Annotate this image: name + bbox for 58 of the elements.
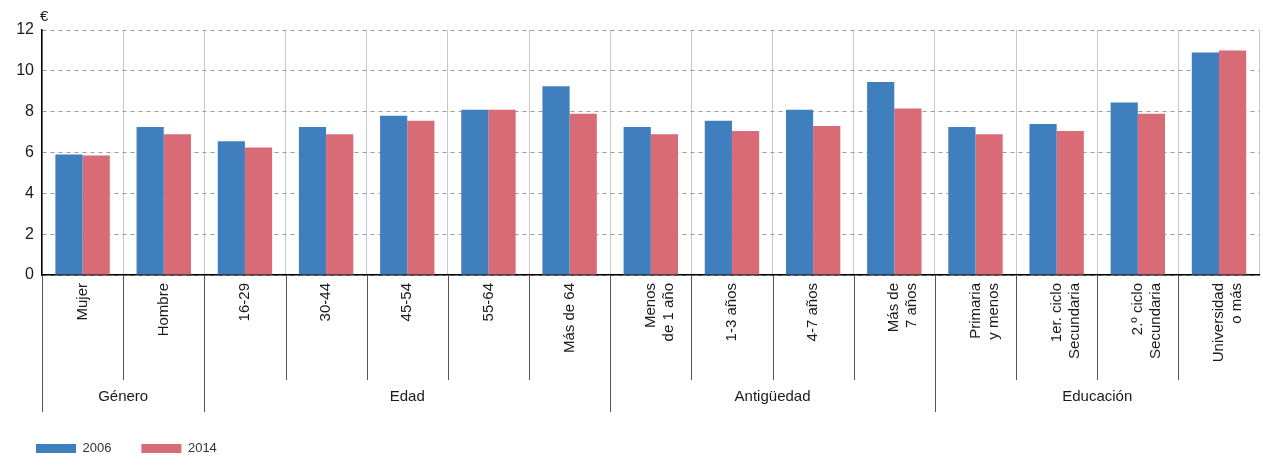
x-tick-label: 16-29 (235, 283, 253, 322)
legend-label: 2006 (82, 440, 112, 456)
x-tick-label: Hombre (153, 283, 171, 337)
bar (55, 154, 83, 275)
x-tick-label: Menos de 1 año (640, 283, 676, 342)
bar (1029, 123, 1057, 275)
bar (704, 120, 732, 275)
bar (1219, 50, 1247, 275)
text: Edad (389, 387, 425, 405)
bar (1137, 113, 1166, 275)
bar (813, 125, 841, 275)
bar (461, 109, 489, 275)
x-tick-label: 55-64 (478, 283, 496, 322)
y-tick-label: 4 (25, 183, 35, 201)
x-tick-label: 2.º ciclo Secundaria (1127, 282, 1163, 359)
x-tick-label: 30-44 (316, 283, 334, 322)
bar (894, 108, 922, 275)
bar (407, 120, 435, 275)
x-tick-label: 4-7 años (803, 283, 821, 342)
bar (731, 131, 760, 275)
bar (867, 82, 895, 275)
bar (569, 113, 597, 275)
bar (975, 134, 1003, 275)
bar (326, 134, 354, 275)
bar (542, 86, 570, 275)
bar (1191, 52, 1219, 275)
bar (244, 147, 273, 275)
x-tick-label: 45-54 (397, 283, 415, 322)
bar (217, 141, 245, 275)
y-tick-label: 6 (25, 142, 35, 160)
bar (163, 134, 191, 275)
bar (785, 109, 814, 275)
text: Educación (1062, 387, 1133, 405)
bar (650, 134, 678, 275)
x-tick-label: Más de 7 años (884, 283, 920, 333)
legend-label: 2014 (187, 440, 217, 456)
bar (380, 115, 408, 275)
text: Género (98, 387, 149, 405)
x-tick-label: Más de 64 (559, 283, 577, 354)
bar (1110, 102, 1138, 275)
bar (488, 109, 516, 275)
y-tick-label: 12 (16, 20, 35, 38)
y-tick-label: 8 (25, 102, 35, 120)
y-tick-label: 0 (25, 265, 35, 283)
bar (298, 126, 327, 275)
bar (82, 155, 110, 275)
bar (1056, 131, 1084, 275)
bar (136, 126, 164, 275)
y-tick-label: 10 (16, 61, 35, 79)
x-tick-label: Primaria y menos (965, 282, 1001, 340)
x-tick-label: Mujer (72, 283, 90, 321)
x-tick-label: 1-3 años (722, 283, 740, 342)
bar (948, 126, 976, 275)
text: Antigüedad (734, 387, 811, 405)
x-tick-label: Universidad o más (1209, 283, 1245, 363)
y-axis-title: € (40, 6, 49, 24)
y-tick-label: 2 (25, 224, 35, 242)
bar (623, 126, 651, 275)
